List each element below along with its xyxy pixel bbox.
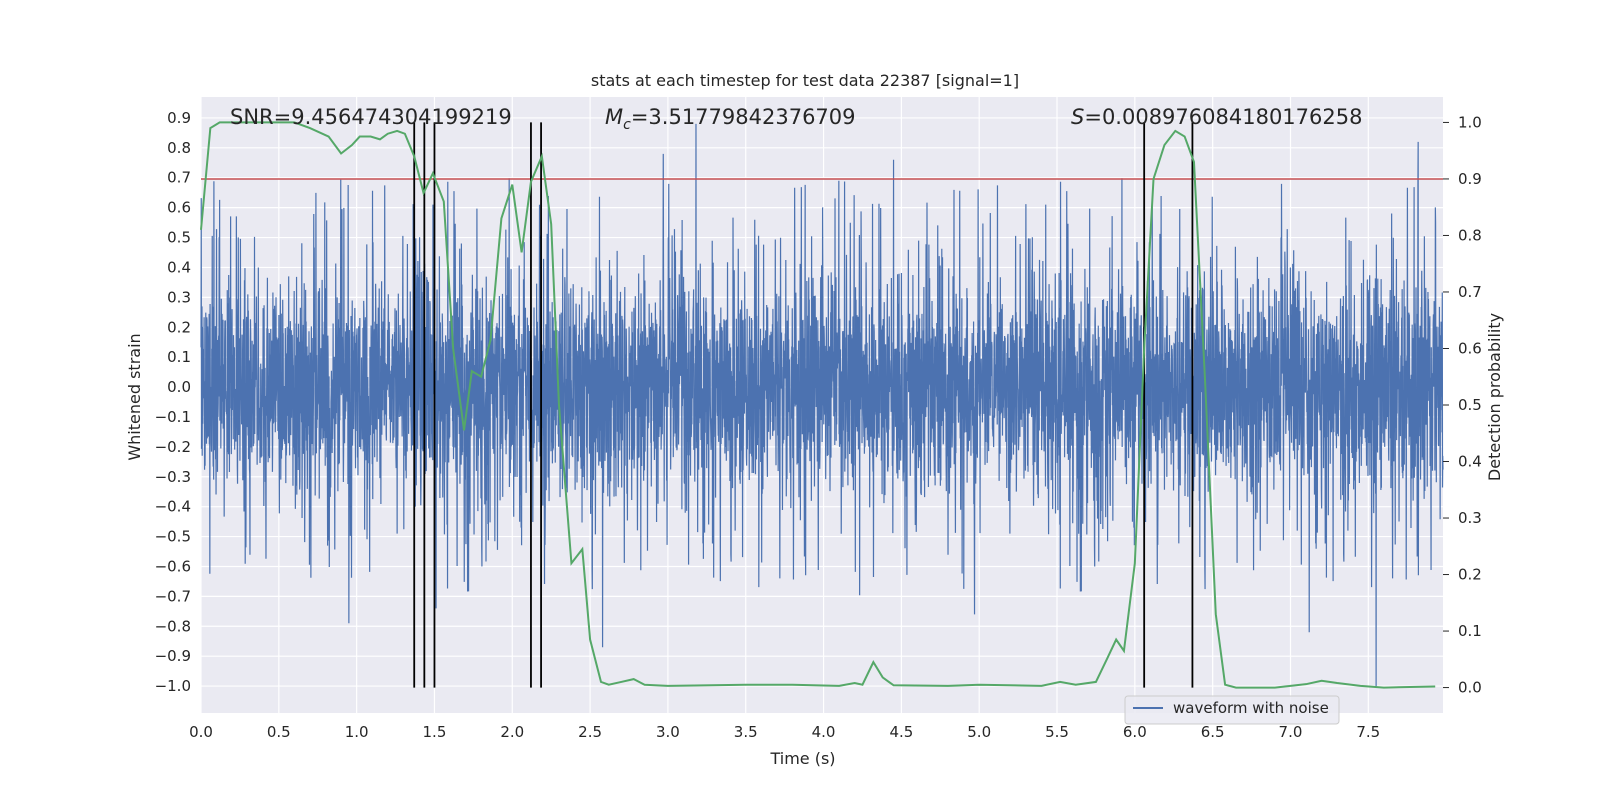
y-right-tick-label: 0.5: [1458, 396, 1482, 414]
x-tick-label: 5.0: [967, 723, 991, 741]
y-left-tick-label: 0.0: [167, 378, 191, 396]
y-left-tick-label: −0.2: [155, 438, 191, 456]
s-value: =0.008976084180176258: [1084, 105, 1362, 129]
x-tick-label: 4.5: [889, 723, 913, 741]
detection-probability-line: [200, 121, 1436, 689]
y-left-tick-label: 0.5: [167, 229, 191, 247]
strain-series: [200, 123, 1444, 687]
y-left-tick-label: 0.3: [167, 288, 191, 306]
y-left-tick-label: −0.5: [155, 528, 191, 546]
x-tick-label: 1.0: [345, 723, 369, 741]
s-annotation: S=0.008976084180176258: [1071, 105, 1362, 129]
x-tick-label: 7.0: [1279, 723, 1303, 741]
mc-value: =3.51779842376709: [631, 105, 856, 129]
snr-annotation: SNR=9.456474304199219: [230, 105, 512, 129]
chirp-mass-annotation: Mc=3.51779842376709: [605, 105, 856, 133]
x-tick-label: 7.5: [1356, 723, 1380, 741]
y-right-tick-label: 0.8: [1458, 226, 1482, 244]
x-tick-label: 3.0: [656, 723, 680, 741]
x-tick-label: 1.5: [423, 723, 447, 741]
y-right-tick-label: 0.7: [1458, 283, 1482, 301]
x-tick-label: 6.5: [1201, 723, 1225, 741]
y-left-tick-label: 0.6: [167, 199, 191, 217]
y-left-tick-label: −0.3: [155, 468, 191, 486]
x-axis-label: Time (s): [769, 749, 835, 768]
y-right-tick-label: 1.0: [1458, 113, 1482, 131]
y-right-tick-label: 0.6: [1458, 339, 1482, 357]
x-tick-label: 4.0: [812, 723, 836, 741]
y-left-tick-label: 0.4: [167, 258, 191, 276]
y-left-tick-label: −0.9: [155, 647, 191, 665]
y-left-tick-label: −1.0: [155, 677, 191, 695]
y-right-axis-ticks: 1.0 0.9 0.8 0.7 0.6 0.5 0.4 0.3 0.2 0.1 0.0: [1443, 113, 1482, 697]
y-left-tick-label: 0.2: [167, 318, 191, 336]
legend-box: [1124, 695, 1340, 725]
y-left-tick-label: −0.8: [155, 617, 191, 635]
y-left-tick-label: −0.1: [155, 408, 191, 426]
y-left-axis-ticks: 0.9 0.8 0.7 0.6 0.5 0.4 0.3 0.2 0.1 0.0 −0.1 −0.2 −0…: [155, 109, 191, 695]
y-left-tick-label: 0.7: [167, 169, 191, 187]
y-left-tick-label: 0.8: [167, 139, 191, 157]
y-left-tick-label: −0.7: [155, 587, 191, 605]
s-symbol: S: [1071, 105, 1084, 129]
y-right-tick-label: 0.4: [1458, 453, 1482, 471]
y-right-tick-label: 0.0: [1458, 679, 1482, 697]
y-right-tick-label: 0.1: [1458, 622, 1482, 640]
x-tick-label: 2.0: [500, 723, 524, 741]
x-tick-label: 2.5: [578, 723, 602, 741]
vertical-markers: [413, 122, 1194, 688]
x-tick-label: 0.5: [267, 723, 291, 741]
y-right-tick-label: 0.2: [1458, 566, 1482, 584]
legend-label: waveform with noise: [1173, 699, 1329, 717]
y-right-tick-label: 0.9: [1458, 170, 1482, 188]
y-left-tick-label: 0.9: [167, 109, 191, 127]
strain-waveform-line: [200, 123, 1444, 687]
x-tick-label: 0.0: [189, 723, 213, 741]
y-right-tick-label: 0.3: [1458, 509, 1482, 527]
chart-title: stats at each timestep for test data 223…: [591, 71, 1019, 90]
legend: waveform with noise: [1124, 695, 1340, 725]
y-left-axis-label: Whitened strain: [125, 333, 144, 460]
y-left-tick-label: −0.4: [155, 498, 191, 516]
y-left-tick-label: 0.1: [167, 348, 191, 366]
x-axis-ticks: 0.0 0.5 1.0 1.5 2.0 2.5 3.0 3.5 4.0 4.5 5.0 5.5 6.0 6…: [189, 723, 1380, 741]
x-tick-label: 3.5: [734, 723, 758, 741]
x-tick-label: 5.5: [1045, 723, 1069, 741]
x-tick-label: 6.0: [1123, 723, 1147, 741]
mc-subscript: c: [623, 117, 631, 133]
mc-symbol: M: [605, 105, 623, 129]
y-right-axis-label: Detection probability: [1485, 313, 1504, 481]
y-left-tick-label: −0.6: [155, 557, 191, 575]
